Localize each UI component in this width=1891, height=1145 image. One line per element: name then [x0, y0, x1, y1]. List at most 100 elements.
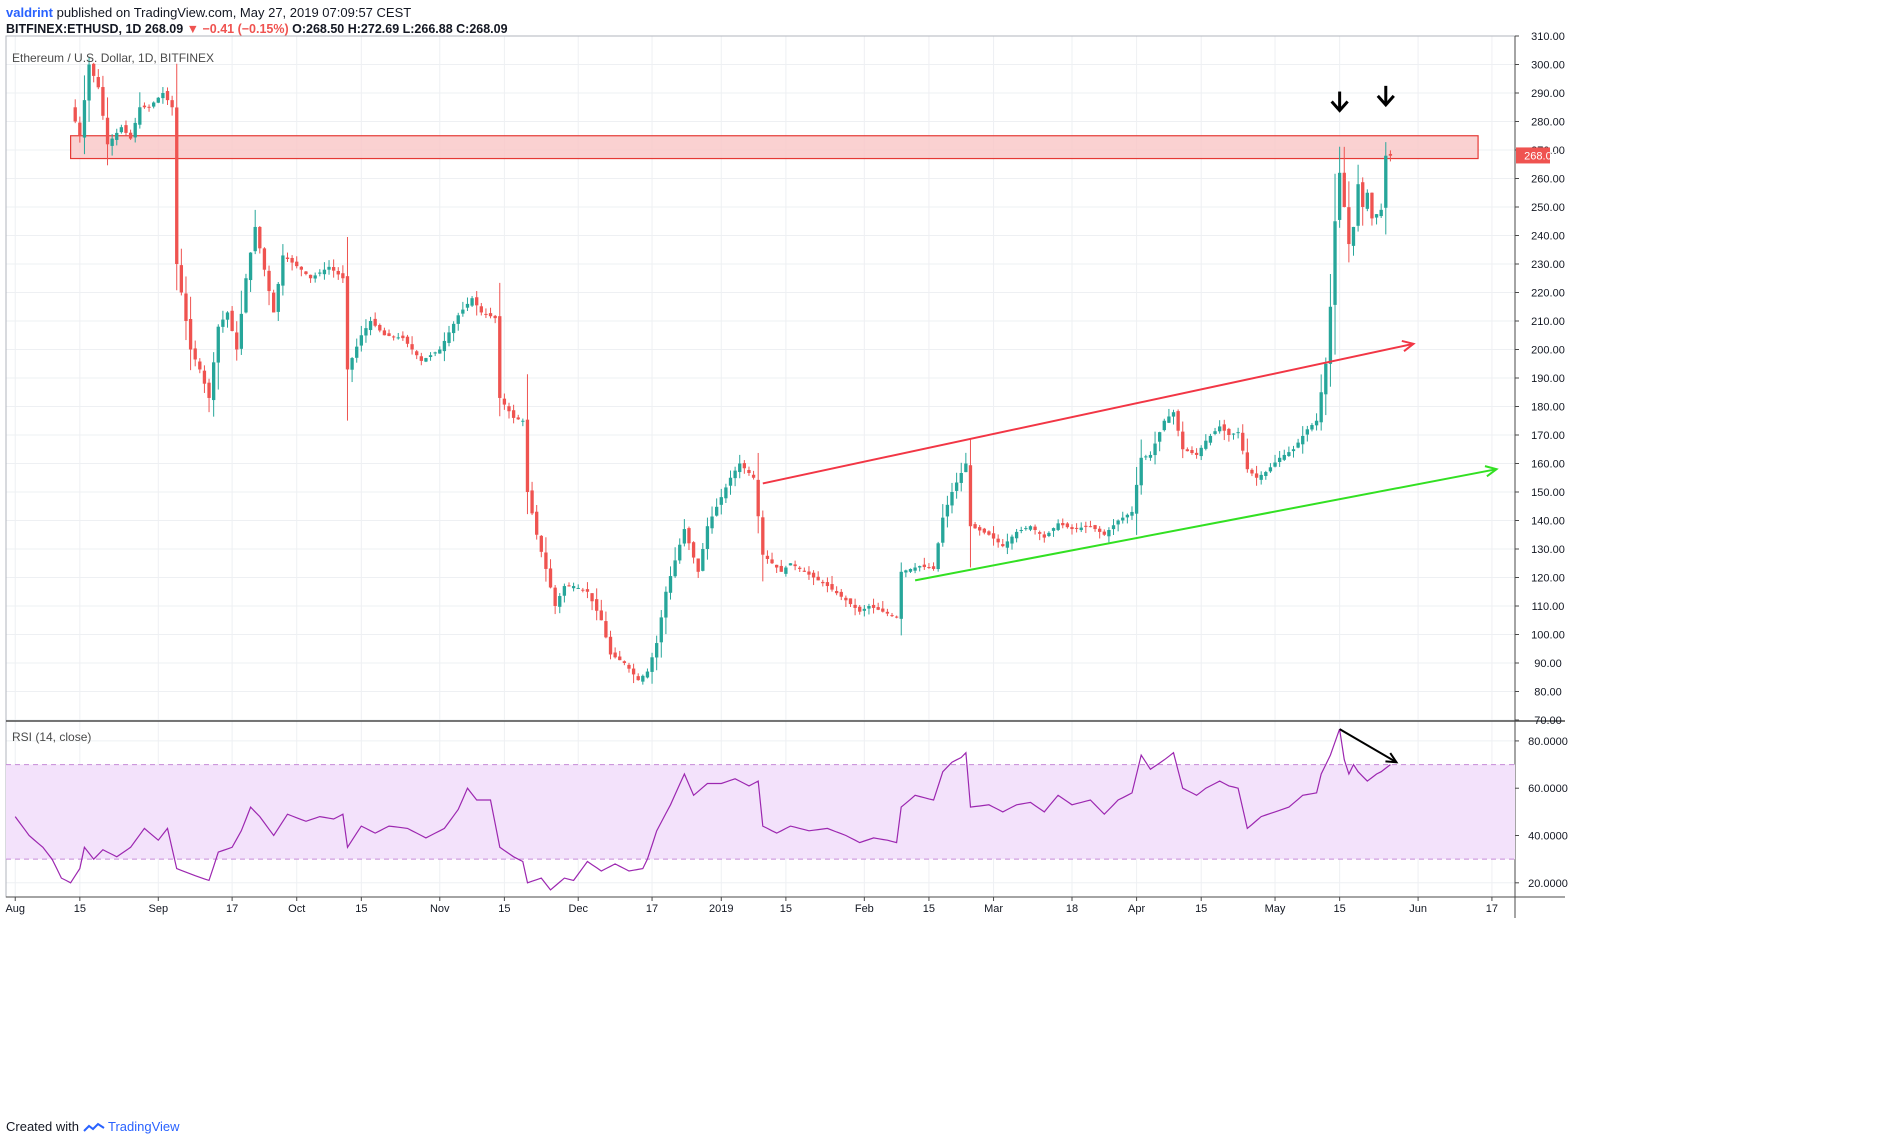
candle-up: [1231, 433, 1236, 440]
candle-down: [484, 308, 488, 319]
candle-down: [761, 510, 765, 582]
candle-up: [1259, 471, 1263, 485]
candle-body: [387, 333, 391, 336]
candle-down: [1181, 421, 1185, 459]
candle-down: [876, 602, 880, 611]
candle-body: [728, 477, 733, 486]
candle-body: [1227, 428, 1231, 435]
candle-down: [1042, 531, 1046, 543]
candle-body: [576, 587, 580, 589]
candle-down: [567, 582, 571, 587]
candle-body: [1347, 207, 1351, 245]
candle-body: [447, 332, 451, 343]
candle-body: [765, 555, 770, 559]
candle-down: [1361, 177, 1365, 226]
candle-up: [1024, 525, 1028, 531]
candle-up: [350, 357, 354, 383]
candle-body: [373, 318, 377, 326]
candle-up: [322, 262, 327, 280]
candle-up: [705, 517, 710, 560]
candle-down: [604, 611, 608, 639]
candle-body: [239, 313, 244, 349]
candle-up: [571, 582, 576, 592]
candle-body: [355, 346, 359, 358]
candle-body: [493, 315, 497, 319]
candle-body: [438, 349, 442, 354]
candle-down: [539, 535, 543, 558]
tradingview-link[interactable]: TradingView: [108, 1119, 180, 1134]
candle-body: [322, 269, 327, 275]
candle-body: [308, 274, 313, 279]
candle-body: [1153, 443, 1157, 456]
candle-body: [73, 107, 77, 122]
ohlc-values: O:268.50 H:272.69 L:266.88 C:268.09: [292, 22, 508, 36]
last-price-tag-label: 268.09: [1524, 150, 1558, 162]
candle-body: [701, 549, 705, 571]
candle-down: [618, 650, 622, 661]
candle-up: [276, 282, 280, 321]
candle-body: [751, 474, 756, 478]
candle-up: [913, 563, 917, 574]
candle-body: [530, 490, 534, 514]
candle-down: [1185, 447, 1190, 452]
candle-up: [645, 668, 650, 679]
candle-down: [613, 647, 617, 659]
candle-down: [821, 579, 825, 587]
time-tick-label: 15: [74, 903, 86, 915]
candle-body: [608, 636, 613, 655]
candle-body: [1061, 523, 1065, 526]
candle-up: [1384, 142, 1388, 235]
candle-up: [82, 75, 87, 155]
price-change: ▼ −0.41 (−0.15%): [186, 22, 289, 36]
time-tick-label: 15: [355, 903, 367, 915]
author-link[interactable]: valdrint: [6, 5, 53, 20]
candle-body: [922, 564, 926, 568]
candle-body: [604, 621, 608, 638]
price-tick-label: 150.00: [1531, 487, 1565, 499]
candle-body: [710, 516, 714, 529]
candle-body: [1328, 306, 1333, 364]
candle-body: [553, 587, 557, 606]
candle-up: [424, 357, 428, 363]
candle-up: [1116, 519, 1120, 532]
candle-down: [1254, 465, 1259, 486]
candle-down: [475, 291, 479, 316]
candle-body: [1365, 192, 1369, 209]
candle-down: [779, 559, 783, 572]
chart-header: valdrint published on TradingView.com, M…: [0, 0, 1891, 42]
candle-down: [345, 236, 350, 421]
candle-up: [1162, 418, 1166, 432]
candle-down: [774, 564, 779, 573]
candle-down: [1093, 524, 1097, 532]
candle-up: [253, 209, 257, 255]
candle-body: [285, 257, 290, 260]
candle-body: [1005, 541, 1010, 548]
price-tick-label: 310.00: [1531, 31, 1565, 43]
candle-body: [216, 326, 220, 363]
candle-body: [1222, 424, 1226, 431]
candle-body: [405, 336, 410, 344]
candle-body: [807, 571, 811, 575]
candle-down: [691, 541, 696, 564]
time-tick-label: 2019: [709, 903, 733, 915]
candle-body: [535, 511, 539, 535]
candle-body: [1208, 435, 1213, 443]
candle-body: [175, 107, 179, 264]
candle-body: [304, 271, 308, 274]
time-tick-label: 17: [226, 903, 238, 915]
candle-body: [341, 273, 345, 279]
candle-body: [894, 616, 899, 618]
candle-body: [1231, 433, 1236, 435]
candle-body: [1056, 523, 1060, 530]
candle-down: [1241, 424, 1245, 455]
candle-body: [152, 102, 156, 107]
candle-body: [1301, 435, 1305, 445]
candle-down: [124, 120, 128, 136]
candle-up: [719, 488, 723, 515]
candle-up: [659, 610, 663, 658]
candle-body: [821, 581, 825, 584]
candle-down: [1176, 409, 1180, 437]
candle-up: [733, 466, 737, 487]
candle-body: [1028, 526, 1033, 530]
candle-down: [825, 577, 830, 593]
